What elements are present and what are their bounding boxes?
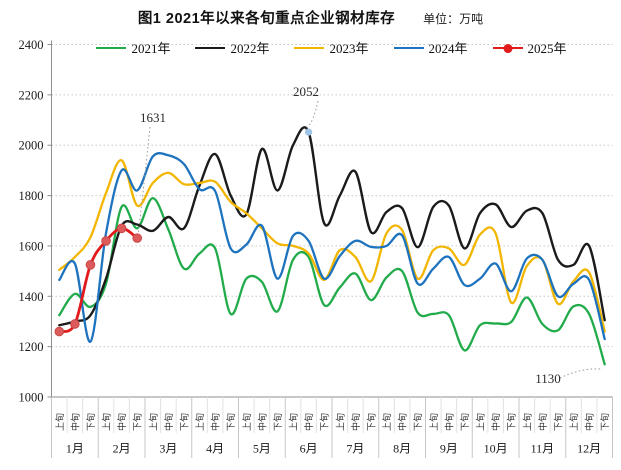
annotated-point-marker <box>305 128 313 136</box>
chart-header: 图1 2021年以来各旬重点企业钢材库存 单位：万吨 <box>0 7 621 28</box>
x-period-label: 上旬 <box>568 413 579 431</box>
x-period-label: 下旬 <box>412 413 423 431</box>
y-axis: 1000 1200 1400 1600 1800 2000 2200 2400 <box>19 38 52 405</box>
series-2023-line <box>58 159 606 333</box>
x-month-label: 5月 <box>253 442 271 456</box>
x-period-label: 上旬 <box>521 413 532 431</box>
x-period-label: 下旬 <box>365 413 376 431</box>
x-period-label: 上旬 <box>101 413 112 431</box>
x-period-label: 下旬 <box>319 413 330 431</box>
x-period-label: 中旬 <box>256 413 267 431</box>
x-month-label: 3月 <box>159 442 177 456</box>
x-month-label: 6月 <box>300 442 318 456</box>
legend-item-2024: 2024年 <box>393 38 468 57</box>
x-month-label: 9月 <box>440 442 458 456</box>
chart-title: 图1 2021年以来各旬重点企业钢材库存 <box>137 11 396 27</box>
y-tick-label: 2400 <box>19 38 44 52</box>
y-tick-label: 1200 <box>19 340 44 354</box>
x-month-label: 2月 <box>113 442 131 456</box>
x-period-label: 中旬 <box>69 413 80 431</box>
x-period-label: 下旬 <box>599 413 610 431</box>
x-period-label: 上旬 <box>288 413 299 431</box>
x-period-label: 上旬 <box>475 413 486 431</box>
legend-label: 2022年 <box>230 41 270 56</box>
annotation-value-label: 1130 <box>535 371 561 386</box>
series-2022-line <box>58 126 606 327</box>
annotations: 1631 2052 1130 <box>137 84 603 386</box>
x-period-label: 下旬 <box>272 413 283 431</box>
y-tick-label: 1000 <box>19 391 44 405</box>
x-period-label: 下旬 <box>225 413 236 431</box>
x-period-label: 上旬 <box>334 413 345 431</box>
x-period-label: 下旬 <box>132 413 143 431</box>
x-month-label: 1月 <box>66 442 84 456</box>
x-month-label: 10月 <box>484 442 508 456</box>
x-period-label: 中旬 <box>350 413 361 431</box>
legend-item-2021: 2021年 <box>96 38 170 57</box>
annotation-value-label: 2052 <box>293 84 319 99</box>
x-period-label: 中旬 <box>163 413 174 431</box>
y-tick-label: 1400 <box>19 290 44 304</box>
legend-label: 2024年 <box>428 41 468 56</box>
chart-legend: 2021年 2022年 2023年 2024年 2025年 <box>51 38 612 57</box>
x-period-label: 下旬 <box>506 413 517 431</box>
x-period-label: 上旬 <box>194 413 205 431</box>
x-period-label: 下旬 <box>552 413 563 431</box>
x-period-label: 上旬 <box>241 413 252 431</box>
legend-item-2023: 2023年 <box>294 38 369 57</box>
x-period-label: 下旬 <box>178 413 189 431</box>
series-2021-line <box>58 196 606 366</box>
y-tick-label: 2200 <box>19 88 44 102</box>
x-axis: 上旬 中旬 下旬 上旬 中旬 下旬 上旬 中旬 下旬 上旬 中旬 下旬 上旬 中旬 下旬 上旬 中旬 下旬 上旬 中旬… <box>51 396 613 458</box>
x-month-label: 7月 <box>346 442 364 456</box>
x-month-label: 11月 <box>531 442 555 456</box>
legend-marker-dot <box>503 43 513 53</box>
x-month-label: 8月 <box>393 442 411 456</box>
x-period-label: 中旬 <box>210 413 221 431</box>
x-month-label: 4月 <box>206 442 224 456</box>
data-point-marker <box>85 260 96 270</box>
x-period-label: 下旬 <box>459 413 470 431</box>
x-period-label: 上旬 <box>428 413 439 431</box>
legend-line-swatch <box>195 46 226 49</box>
legend-line-swatch <box>96 46 127 49</box>
data-point-marker <box>54 326 65 337</box>
x-period-label: 中旬 <box>303 413 314 431</box>
data-point-marker <box>101 236 111 246</box>
data-point-marker <box>70 319 80 329</box>
x-period-label: 中旬 <box>537 413 548 431</box>
legend-item-2025: 2025年 <box>492 38 567 57</box>
x-period-label: 下旬 <box>85 413 96 431</box>
x-month-label: 12月 <box>577 442 601 456</box>
y-tick-label: 1600 <box>19 239 44 253</box>
chart-unit-label: 单位：万吨 <box>423 12 484 26</box>
x-period-label: 上旬 <box>381 413 392 431</box>
y-tick-label: 1800 <box>19 189 44 203</box>
x-period-label: 中旬 <box>584 413 595 431</box>
legend-label: 2025年 <box>527 41 567 56</box>
x-period-label: 上旬 <box>147 413 158 431</box>
legend-line-swatch <box>393 46 424 49</box>
data-point-marker <box>116 223 127 234</box>
series-2025-line <box>54 223 143 337</box>
legend-item-2022: 2022年 <box>195 38 269 57</box>
x-period-label: 上旬 <box>54 413 65 431</box>
x-period-label: 中旬 <box>397 413 408 431</box>
x-period-label: 中旬 <box>443 413 454 431</box>
series-2024-line <box>58 152 606 343</box>
x-period-label: 中旬 <box>116 413 127 431</box>
legend-label: 2023年 <box>329 41 369 56</box>
legend-label: 2021年 <box>131 41 171 56</box>
annotation-value-label: 1631 <box>140 110 166 125</box>
x-period-label: 中旬 <box>490 413 501 431</box>
y-tick-label: 2000 <box>19 139 44 153</box>
data-point-marker <box>132 233 143 243</box>
legend-line-swatch <box>294 46 325 49</box>
legend-line-swatch <box>492 43 523 53</box>
